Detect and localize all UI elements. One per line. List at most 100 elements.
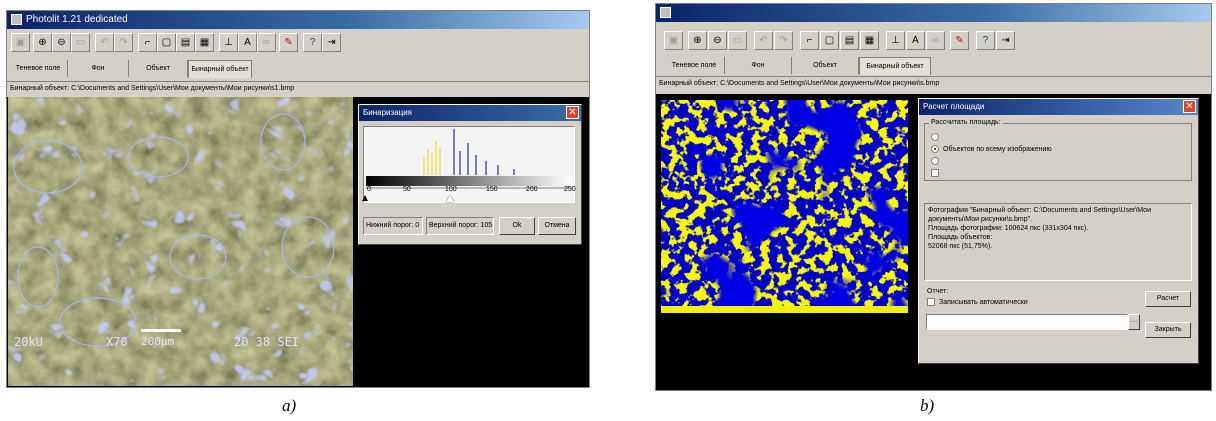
right-app-window: ▣ ⊕ ⊖ ▭ ↶ ↷ ⌐ ▢ ▤ ▦ ⊥ A ∞ ✎ ? ⇥ Теневое … <box>655 3 1212 391</box>
tab-object[interactable]: Объект <box>792 57 859 74</box>
binarization-title-bar: Бинаризация ✕ <box>359 105 581 121</box>
caption-a: a) <box>282 396 297 415</box>
tick-150: 150 <box>486 186 498 193</box>
text-icon[interactable]: A <box>906 31 925 50</box>
upper-threshold-slider-handle[interactable] <box>445 195 454 202</box>
tick-200: 200 <box>526 186 538 193</box>
radio-icon <box>931 133 939 141</box>
sem-code: 20 38 SEI <box>234 335 300 349</box>
close-icon[interactable]: ✕ <box>566 106 579 119</box>
tick-50: 50 <box>403 186 411 193</box>
ok-button[interactable]: Ok <box>499 217 535 235</box>
radio-selected-icon <box>931 145 939 153</box>
area-calc-title-bar: Расчет площади ✕ <box>919 99 1198 115</box>
zoom-in-icon[interactable]: ⊕ <box>688 31 707 50</box>
label-icon[interactable]: ∞ <box>926 31 945 50</box>
lower-threshold-readout: Нижний порог: 0 <box>363 217 423 235</box>
area-calc-dialog: Расчет площади ✕ Рассчитать площадь: Объ… <box>918 98 1199 364</box>
auto-save-checkbox[interactable]: Записывать автоматически <box>927 298 1028 306</box>
undo-icon[interactable]: ↶ <box>95 33 114 52</box>
open-icon[interactable]: ▣ <box>664 31 683 50</box>
layers-icon[interactable]: ▤ <box>176 33 195 52</box>
exit-icon[interactable]: ⇥ <box>996 31 1015 50</box>
checkbox-icon <box>931 169 939 177</box>
tab-background[interactable]: Фон <box>68 60 129 77</box>
result-line: Площадь фотографии: 100624 пкс (331х304 … <box>928 225 1089 232</box>
option-4[interactable] <box>931 169 943 177</box>
sem-image: 20kU X70 200µm 20 38 SEI <box>8 97 353 386</box>
undo-icon[interactable]: ↶ <box>754 31 773 50</box>
tab-binary-object[interactable]: Бинарный объект <box>188 60 252 78</box>
label-icon[interactable]: ∞ <box>257 33 276 52</box>
left-tab-strip: Теневое поле Фон Объект Бинарный объект <box>7 60 589 78</box>
sem-voltage: 20kU <box>14 335 43 349</box>
left-toolbar: ▣ ⊕ ⊖ ▭ ↶ ↷ ⌐ ▢ ▤ ▦ ⊥ A ∞ ✎ ? ⇥ <box>7 30 589 56</box>
report-path-input[interactable] <box>926 314 1128 330</box>
app-icon <box>11 13 22 25</box>
left-app-window: Photolit 1.21 dedicated ▣ ⊕ ⊖ ▭ ↶ ↷ ⌐ ▢ … <box>6 10 590 388</box>
right-tab-strip: Теневое поле Фон Объект Бинарный объект <box>656 57 1211 75</box>
app-icon <box>660 6 671 18</box>
close-button[interactable]: Закрыть <box>1145 322 1191 338</box>
sem-scale-bar <box>141 329 181 332</box>
option-3[interactable] <box>931 157 943 165</box>
redo-icon[interactable]: ↷ <box>114 33 133 52</box>
crop-icon[interactable]: ⌐ <box>800 31 819 50</box>
calc-area-group: Рассчитать площадь: Объектов по всему из… <box>924 119 1192 181</box>
pencil-icon[interactable]: ✎ <box>279 33 298 52</box>
frame-icon[interactable]: ▢ <box>157 33 176 52</box>
help-icon[interactable]: ? <box>303 33 322 52</box>
tab-background[interactable]: Фон <box>725 57 792 74</box>
sem-micrograph <box>8 97 353 386</box>
binary-image-svg <box>661 100 908 313</box>
histogram-svg <box>366 129 572 189</box>
lower-threshold-slider-handle[interactable] <box>362 195 368 201</box>
layers-icon[interactable]: ▤ <box>840 31 859 50</box>
caption-b: b) <box>920 396 935 415</box>
report-label: Отчет: <box>927 288 949 295</box>
result-line: Площадь объектов: <box>928 234 993 241</box>
crop-icon[interactable]: ⌐ <box>138 33 157 52</box>
frame-icon[interactable]: ▢ <box>820 31 839 50</box>
tick-100: 100 <box>445 186 457 193</box>
measure-icon[interactable]: ⊥ <box>219 33 238 52</box>
binarization-dialog: Бинаризация ✕ <box>358 104 582 245</box>
option-whole-image[interactable]: Объектов по всему изображению <box>931 145 1052 153</box>
checkbox-icon <box>927 298 935 306</box>
cancel-button[interactable]: Отмена <box>538 217 576 235</box>
zoom-out-icon[interactable]: ⊖ <box>708 31 727 50</box>
option-1[interactable] <box>931 133 943 141</box>
area-calc-title: Расчет площади <box>923 102 985 111</box>
measure-icon[interactable]: ⊥ <box>886 31 905 50</box>
right-title-bar <box>656 4 1211 22</box>
tab-shadow-field[interactable]: Теневое поле <box>664 57 725 74</box>
calc-area-group-label: Рассчитать площадь: <box>929 119 1003 126</box>
tick-0: 0 <box>367 186 371 193</box>
sem-scale-label: 200µm <box>141 335 175 348</box>
right-path-bar: Бинарный объект: C:\Documents and Settin… <box>656 76 1211 91</box>
result-line: Фотография "Бинарный объект: C:\Document… <box>928 207 1151 214</box>
tab-shadow-field[interactable]: Теневое поле <box>9 60 68 77</box>
left-window-title: Photolit 1.21 dedicated <box>26 14 128 25</box>
pencil-icon[interactable]: ✎ <box>950 31 969 50</box>
redo-icon[interactable]: ↷ <box>774 31 793 50</box>
zoom-in-icon[interactable]: ⊕ <box>33 33 52 52</box>
browse-button[interactable]: … <box>1128 314 1140 330</box>
close-icon[interactable]: ✕ <box>1183 100 1196 113</box>
result-line: документы\Мои рисунки\s.bmp". <box>928 216 1033 223</box>
help-icon[interactable]: ? <box>976 31 995 50</box>
text-icon[interactable]: A <box>238 33 257 52</box>
tab-binary-object[interactable]: Бинарный объект <box>859 57 931 75</box>
upper-threshold-readout: Верхний порог: 105 <box>426 217 494 235</box>
grid-icon[interactable]: ▦ <box>860 31 879 50</box>
fit-icon[interactable]: ▭ <box>71 33 90 52</box>
open-icon[interactable]: ▣ <box>11 33 30 52</box>
tab-object[interactable]: Объект <box>129 60 188 77</box>
exit-icon[interactable]: ⇥ <box>322 33 341 52</box>
zoom-out-icon[interactable]: ⊖ <box>52 33 71 52</box>
tick-250: 250 <box>564 186 576 193</box>
right-toolbar: ▣ ⊕ ⊖ ▭ ↶ ↷ ⌐ ▢ ▤ ▦ ⊥ A ∞ ✎ ? ⇥ <box>656 28 1211 54</box>
grid-icon[interactable]: ▦ <box>195 33 214 52</box>
calculate-button[interactable]: Расчет <box>1145 291 1191 307</box>
fit-icon[interactable]: ▭ <box>728 31 747 50</box>
